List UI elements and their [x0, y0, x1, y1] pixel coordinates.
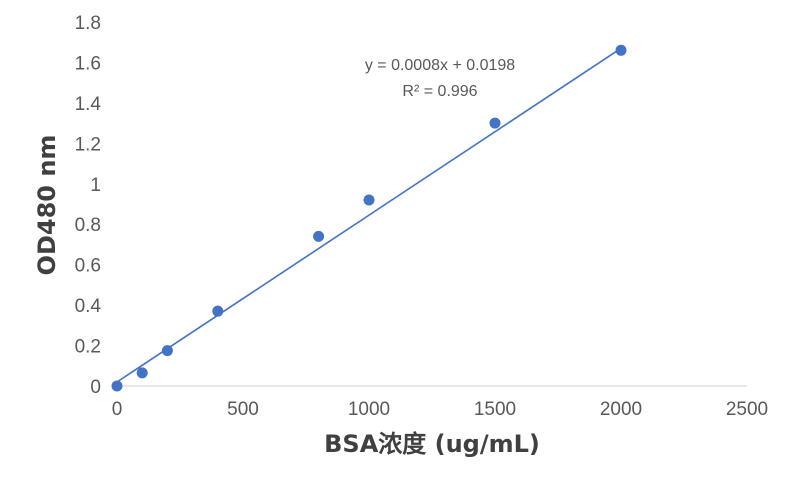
- y-axis-title: OD480 nm: [33, 135, 61, 276]
- x-axis-ticks: 0 500 1000 1500 2000 2500: [112, 399, 768, 420]
- x-axis-title: BSA浓度 (ug/mL): [324, 430, 540, 458]
- y-tick-label: 1: [90, 175, 101, 196]
- r-squared-label: R² = 0.996: [402, 83, 477, 100]
- x-tick-label: 500: [227, 399, 259, 420]
- y-tick-label: 1.8: [75, 13, 101, 34]
- data-point: [615, 44, 627, 56]
- y-tick-label: 1.6: [75, 53, 101, 74]
- data-point: [212, 305, 224, 317]
- y-tick-label: 0.2: [75, 337, 101, 358]
- data-point: [313, 230, 325, 242]
- data-point: [489, 117, 501, 129]
- x-tick-label: 2000: [600, 399, 642, 420]
- x-tick-label: 2500: [726, 399, 768, 420]
- y-tick-label: 0.8: [75, 215, 101, 236]
- y-tick-label: 0.4: [75, 296, 102, 317]
- data-point: [111, 380, 123, 392]
- y-tick-label: 0.6: [75, 256, 101, 277]
- x-tick-label: 0: [112, 399, 123, 420]
- y-axis-ticks: 0 0.2 0.4 0.6 0.8 1 1.2 1.4 1.6 1.8: [75, 13, 102, 398]
- x-tick-label: 1500: [474, 399, 516, 420]
- data-points: [111, 44, 627, 392]
- x-tick-label: 1000: [348, 399, 390, 420]
- y-tick-label: 0: [90, 377, 101, 398]
- data-point: [161, 345, 173, 357]
- data-point: [136, 367, 148, 379]
- trendline-equation: y = 0.0008x + 0.0198: [365, 57, 515, 74]
- y-tick-label: 1.2: [75, 134, 101, 155]
- y-tick-label: 1.4: [75, 94, 102, 115]
- data-point: [363, 194, 375, 206]
- trendline: [116, 47, 622, 383]
